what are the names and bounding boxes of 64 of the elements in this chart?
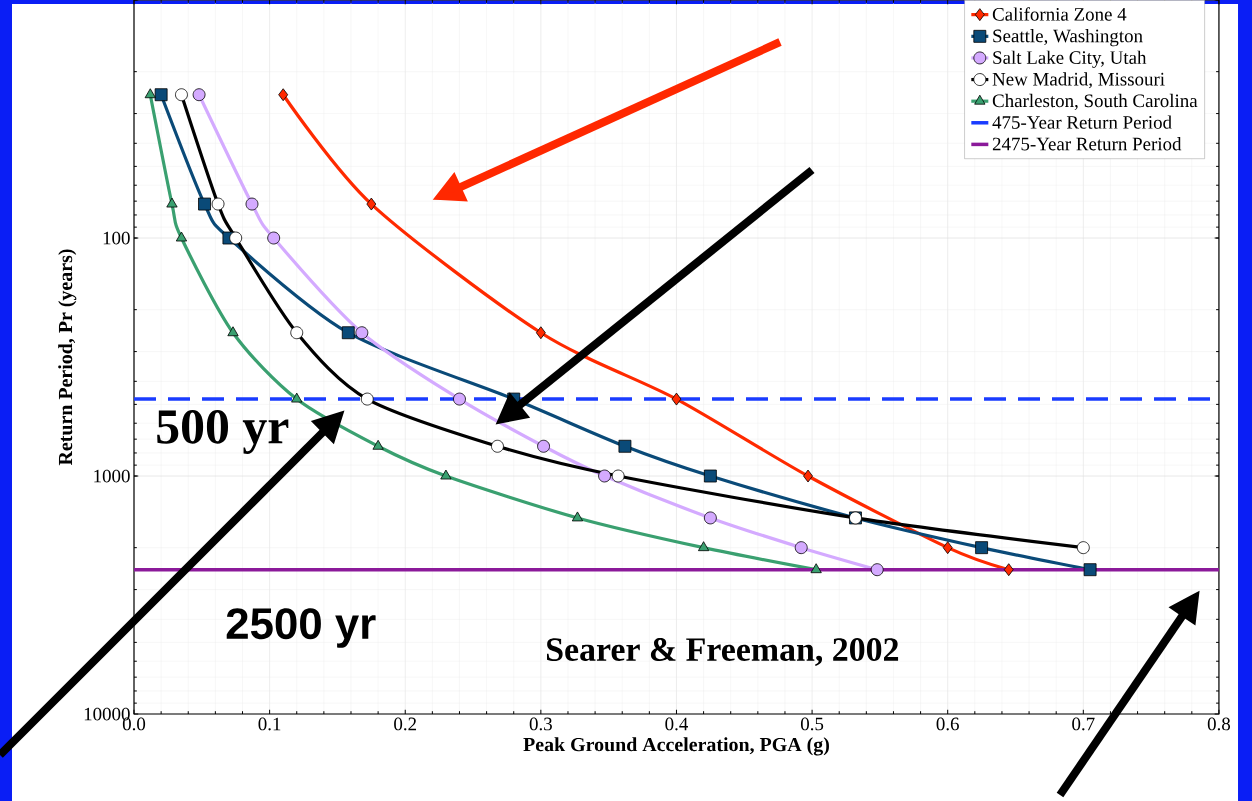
x-tick-label: 0.8 [1207,717,1231,731]
point [154,88,168,102]
point [703,469,717,483]
point [703,511,717,525]
point [671,392,682,406]
x-axis-title: Peak Ground Acceleration, PGA (g) [523,737,829,756]
point [697,541,710,552]
x-tick-label: 0.2 [394,717,417,731]
point [537,439,550,453]
point [227,326,239,337]
y-axis-title: Return Period, Pr (years) [58,249,77,466]
legend-label: 2475-Year Return Period [992,137,1182,151]
point [975,541,989,555]
point [535,326,546,340]
point [618,439,632,453]
x-tick-label: 0.6 [936,717,959,731]
point [175,231,188,242]
point [942,541,953,555]
x-tick-label: 0.1 [258,717,281,731]
point [229,231,243,245]
point [794,541,808,555]
x-tick-label: 0.4 [665,717,689,731]
point [598,469,611,483]
point [803,469,813,483]
point [571,511,584,522]
point [611,469,625,483]
legend-label: Salt Lake City, Utah [993,50,1147,68]
x-tick-label: 0.7 [1072,717,1095,731]
point [1083,563,1097,577]
point [491,439,504,453]
point [278,88,289,102]
point [144,88,156,99]
x-tick-label: 0.5 [800,717,824,731]
point [810,563,822,574]
point [440,469,452,480]
point [192,88,206,102]
legend-label: 475-Year Return Period [992,115,1172,129]
point [1076,541,1090,555]
point [198,197,211,211]
point [355,326,369,340]
point [175,88,188,102]
legend-label: Seattle, Washington [993,29,1143,47]
point [291,392,303,403]
point [360,392,374,406]
point [453,392,466,406]
point [211,197,225,211]
point [870,563,884,577]
point [341,326,355,340]
point [166,197,178,208]
point [267,231,281,245]
legend-label: Charleston, South Carolina [992,93,1198,110]
point [245,197,259,211]
legend-label: California Zone 4 [992,7,1127,21]
y-tick-label: 1000 [94,469,130,483]
point [290,326,304,340]
x-tick-label: 0.3 [529,717,552,731]
point [372,439,384,450]
point [1003,563,1014,577]
annotation: Searer & Freeman, 2002 [547,638,899,666]
annotation: 500 yr [157,410,289,454]
annotation: 2500 yr [226,608,376,648]
y-tick-label: 100 [103,231,130,245]
point [366,197,377,211]
legend-label: New Madrid, Missouri [992,72,1165,89]
